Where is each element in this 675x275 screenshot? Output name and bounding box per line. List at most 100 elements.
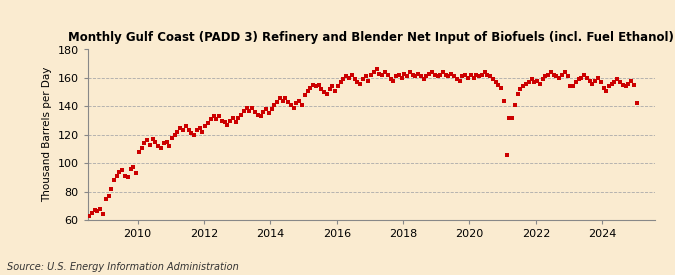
Point xyxy=(477,73,487,77)
Point xyxy=(407,73,418,77)
Point xyxy=(250,110,261,114)
Point xyxy=(159,141,169,145)
Point xyxy=(454,79,465,83)
Point xyxy=(346,73,357,77)
Point xyxy=(620,84,631,89)
Point xyxy=(388,79,399,83)
Point xyxy=(493,83,504,87)
Point xyxy=(349,77,360,81)
Point xyxy=(153,144,163,148)
Point xyxy=(161,140,172,144)
Point xyxy=(369,70,379,75)
Point xyxy=(432,74,443,79)
Point xyxy=(338,77,349,81)
Point xyxy=(319,90,329,94)
Point xyxy=(518,84,529,89)
Point xyxy=(626,79,637,83)
Point xyxy=(443,74,454,79)
Point xyxy=(275,96,286,100)
Point xyxy=(252,113,263,117)
Point xyxy=(606,81,617,86)
Point xyxy=(499,98,510,103)
Point xyxy=(446,72,457,76)
Point xyxy=(495,86,506,90)
Point xyxy=(258,110,269,114)
Point xyxy=(97,212,108,216)
Point xyxy=(109,178,119,182)
Point xyxy=(502,152,512,157)
Point xyxy=(358,77,369,81)
Point xyxy=(194,125,205,130)
Point xyxy=(208,114,219,119)
Point xyxy=(601,89,612,93)
Point xyxy=(551,74,562,79)
Point xyxy=(490,80,501,84)
Point xyxy=(169,133,180,137)
Point xyxy=(510,103,520,107)
Point xyxy=(523,80,534,84)
Point xyxy=(537,77,548,81)
Point xyxy=(175,125,186,130)
Point xyxy=(308,83,319,87)
Point xyxy=(330,89,341,93)
Point xyxy=(155,145,166,150)
Point xyxy=(117,168,128,172)
Point xyxy=(623,81,634,86)
Point xyxy=(101,196,111,201)
Point xyxy=(230,120,241,124)
Point xyxy=(404,70,415,75)
Point xyxy=(540,74,551,79)
Point xyxy=(255,114,266,119)
Point xyxy=(186,131,196,136)
Point xyxy=(214,114,225,119)
Point xyxy=(244,108,254,113)
Point xyxy=(263,111,274,116)
Point xyxy=(106,186,117,191)
Point xyxy=(344,76,354,80)
Point xyxy=(305,86,316,90)
Point xyxy=(377,73,387,77)
Point xyxy=(227,116,238,120)
Point xyxy=(341,74,352,79)
Point xyxy=(526,77,537,81)
Point xyxy=(200,124,211,128)
Point xyxy=(136,145,147,150)
Point xyxy=(603,84,614,89)
Point xyxy=(562,74,573,79)
Point xyxy=(371,67,382,72)
Point xyxy=(465,73,476,77)
Point xyxy=(565,84,576,89)
Point xyxy=(128,165,139,170)
Point xyxy=(333,84,344,89)
Point xyxy=(225,118,236,123)
Point xyxy=(532,79,543,83)
Point xyxy=(241,106,252,110)
Point xyxy=(429,73,440,77)
Point xyxy=(543,73,554,77)
Point xyxy=(217,118,227,123)
Point xyxy=(618,83,628,87)
Point xyxy=(300,93,310,97)
Point xyxy=(460,73,470,77)
Point xyxy=(167,135,178,140)
Point xyxy=(440,73,451,77)
Point xyxy=(504,116,515,120)
Point xyxy=(468,76,479,80)
Point xyxy=(202,121,213,126)
Point xyxy=(385,77,396,81)
Point xyxy=(581,76,592,80)
Point xyxy=(313,83,324,87)
Point xyxy=(288,106,299,110)
Point xyxy=(612,77,623,81)
Point xyxy=(576,76,587,80)
Point xyxy=(261,107,271,111)
Point xyxy=(131,171,142,175)
Point xyxy=(568,84,578,89)
Point xyxy=(321,91,332,96)
Y-axis label: Thousand Barrels per Day: Thousand Barrels per Day xyxy=(42,67,52,202)
Point xyxy=(164,144,175,148)
Point xyxy=(84,213,95,218)
Point xyxy=(482,73,493,77)
Text: Source: U.S. Energy Information Administration: Source: U.S. Energy Information Administ… xyxy=(7,262,238,272)
Point xyxy=(421,74,432,79)
